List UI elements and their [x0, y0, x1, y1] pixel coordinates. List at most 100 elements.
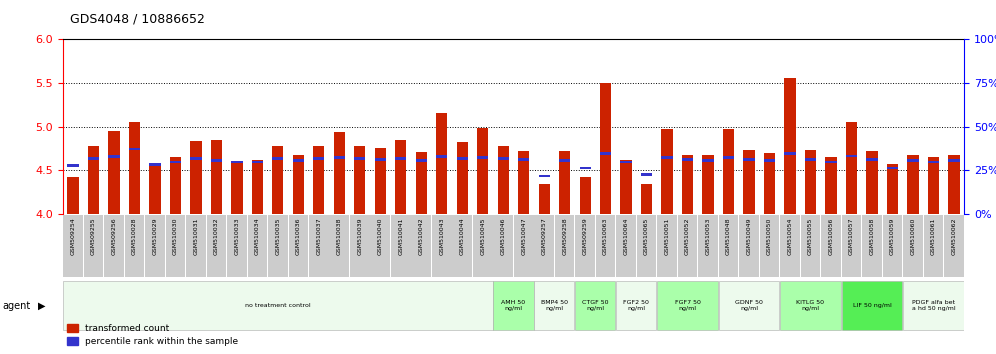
Bar [641, 183, 652, 214]
Bar [764, 153, 775, 214]
Bar [169, 161, 181, 163]
Text: GSM510030: GSM510030 [173, 217, 178, 255]
Bar [743, 150, 755, 214]
Text: GSM509254: GSM509254 [71, 217, 76, 255]
Text: GSM510035: GSM510035 [275, 217, 280, 255]
Bar [252, 161, 263, 163]
Bar [88, 157, 100, 160]
Bar [723, 156, 734, 159]
Bar [534, 216, 554, 276]
Bar [617, 281, 656, 330]
Text: GSM510060: GSM510060 [910, 217, 915, 255]
Bar [109, 131, 120, 214]
Text: GSM510059: GSM510059 [890, 217, 895, 255]
Text: GSM510064: GSM510064 [623, 217, 628, 255]
Bar [907, 159, 918, 162]
Bar [780, 216, 800, 276]
Bar [867, 158, 877, 161]
Bar [555, 216, 575, 276]
Bar [211, 140, 222, 214]
Text: GSM510038: GSM510038 [337, 217, 342, 255]
Bar [477, 128, 488, 214]
Bar [350, 216, 370, 276]
Bar [68, 177, 79, 214]
Bar [190, 141, 201, 214]
Bar [334, 132, 345, 214]
Bar [764, 159, 775, 162]
Bar [886, 167, 898, 170]
Text: GSM510053: GSM510053 [705, 217, 710, 255]
Bar [821, 216, 841, 276]
Bar [374, 148, 385, 214]
Bar [948, 155, 959, 214]
Bar [600, 152, 612, 155]
Bar [661, 129, 672, 214]
Text: GSM510048: GSM510048 [726, 217, 731, 255]
Bar [169, 157, 181, 214]
Text: ▶: ▶ [38, 301, 46, 311]
Bar [657, 281, 718, 330]
Bar [702, 159, 714, 162]
Text: GSM510050: GSM510050 [767, 217, 772, 255]
Bar [293, 159, 304, 162]
Text: GSM510041: GSM510041 [398, 217, 403, 255]
Bar [805, 150, 816, 214]
Text: GSM510057: GSM510057 [849, 217, 854, 255]
Bar [661, 156, 672, 159]
Text: GSM510043: GSM510043 [439, 217, 444, 255]
Bar [63, 281, 493, 330]
Text: GSM510052: GSM510052 [685, 217, 690, 255]
Bar [580, 177, 591, 214]
Bar [432, 216, 451, 276]
Text: GSM510040: GSM510040 [377, 217, 382, 255]
Bar [559, 151, 571, 214]
Bar [723, 129, 734, 214]
Text: AMH 50
ng/ml: AMH 50 ng/ml [501, 300, 526, 311]
Bar [128, 122, 140, 214]
Bar [84, 216, 104, 276]
Bar [334, 156, 345, 159]
Text: GSM509258: GSM509258 [562, 217, 567, 255]
Bar [477, 156, 488, 159]
Bar [330, 216, 350, 276]
Bar [293, 155, 304, 214]
Bar [268, 216, 288, 276]
Text: GSM510029: GSM510029 [152, 217, 157, 255]
Bar [702, 155, 714, 214]
Bar [289, 216, 308, 276]
Bar [145, 216, 164, 276]
Text: GSM510034: GSM510034 [255, 217, 260, 255]
Text: GSM510037: GSM510037 [317, 217, 322, 255]
Bar [698, 216, 718, 276]
Bar [801, 216, 821, 276]
Bar [617, 216, 635, 276]
Bar [411, 216, 431, 276]
Text: GSM510047: GSM510047 [521, 217, 526, 255]
Text: GSM510046: GSM510046 [501, 217, 506, 255]
Bar [886, 164, 898, 214]
Bar [231, 161, 242, 163]
Bar [272, 157, 284, 160]
Bar [882, 216, 902, 276]
Bar [493, 216, 513, 276]
Bar [719, 281, 779, 330]
Bar [743, 158, 755, 161]
Text: GSM509255: GSM509255 [91, 217, 96, 255]
Bar [576, 281, 616, 330]
Text: GSM509256: GSM509256 [112, 217, 117, 255]
Text: GSM510044: GSM510044 [460, 217, 465, 255]
Bar [534, 281, 575, 330]
Text: GSM510036: GSM510036 [296, 217, 301, 255]
Bar [313, 146, 325, 214]
Bar [944, 216, 964, 276]
Bar [539, 175, 550, 177]
Bar [826, 157, 837, 214]
Bar [842, 281, 902, 330]
Bar [68, 164, 79, 167]
Bar [227, 216, 247, 276]
Bar [252, 160, 263, 214]
Bar [682, 158, 693, 161]
Bar [846, 155, 858, 157]
Bar [313, 157, 325, 160]
Text: GSM509259: GSM509259 [583, 217, 588, 255]
